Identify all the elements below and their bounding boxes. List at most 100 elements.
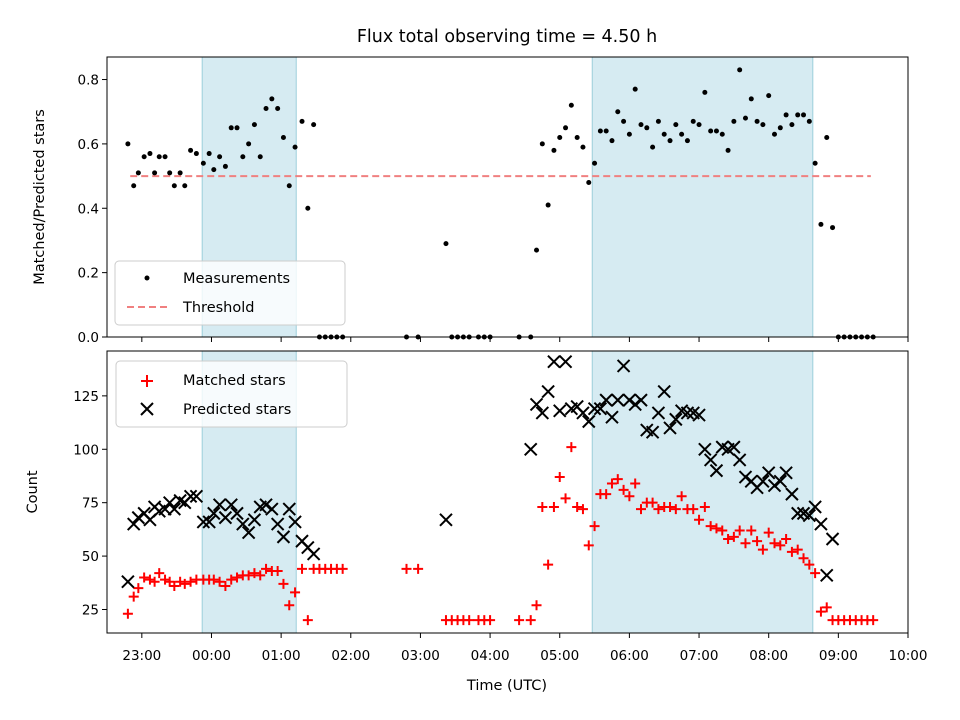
matched-star-point	[763, 527, 774, 538]
measurement-point	[177, 170, 183, 176]
measurement-point	[783, 112, 789, 118]
ratio-y-tick-label: 0.4	[78, 201, 99, 217]
measurement-point	[742, 115, 748, 121]
predicted-star-point	[732, 453, 747, 467]
measurement-point	[156, 154, 162, 160]
measurement-point	[830, 225, 836, 231]
predicted-star-point	[785, 487, 799, 501]
count-y-tick-label: 100	[73, 442, 99, 458]
predicted-star-point	[207, 506, 221, 521]
chart-title: Flux total observing time = 4.50 h	[357, 27, 657, 47]
measurement-point	[275, 105, 281, 111]
threshold-legend-label: Threshold	[182, 300, 254, 316]
matched-star-point	[413, 563, 424, 574]
ratio-plot-frame	[106, 56, 909, 338]
predicted-star-point	[645, 425, 660, 439]
measurement-point	[206, 151, 212, 157]
predicted-star-point	[576, 406, 590, 420]
matched-star-point	[554, 472, 565, 483]
measurement-point	[286, 183, 292, 189]
measurements-legend-marker	[144, 275, 150, 281]
matched-star-point	[786, 546, 797, 557]
measurement-point	[731, 118, 737, 124]
matched-star-point	[243, 570, 254, 581]
x-axis-label: Time (UTC)	[466, 678, 547, 694]
matched-star-point	[179, 578, 190, 589]
measurement-point	[551, 147, 557, 153]
predicted-star-point	[669, 412, 683, 427]
predicted-star-point	[162, 495, 177, 510]
measurement-point	[182, 183, 188, 189]
predicted-star-point	[761, 466, 776, 480]
matched-star-point	[670, 504, 681, 515]
predicted-star-point	[611, 393, 625, 407]
predicted-star-point	[236, 517, 250, 531]
matched-star-point	[606, 478, 617, 489]
measurement-point	[545, 202, 551, 208]
matched-star-point	[740, 538, 751, 549]
predicted-star-point	[167, 502, 182, 516]
matched-stars-legend-marker	[141, 375, 153, 387]
count-y-tick-label: 75	[82, 496, 99, 512]
matched-star-point	[717, 525, 728, 536]
predicted-star-point	[247, 513, 262, 527]
matched-star-point	[618, 484, 629, 495]
matched-star-point	[208, 574, 219, 585]
matched-star-point	[290, 587, 301, 598]
ratio-y-tick-label: 0.8	[78, 73, 99, 89]
measurement-point	[188, 147, 194, 153]
predicted-star-point	[270, 517, 285, 531]
measurement-point	[702, 89, 708, 95]
measurement-point	[246, 141, 252, 147]
count-y-axis-label: Count	[25, 470, 41, 513]
measurement-point	[626, 131, 632, 137]
matched-star-point	[297, 563, 308, 574]
measurement-point	[597, 128, 603, 134]
matched-star-point	[775, 540, 786, 551]
matched-star-point	[589, 521, 600, 532]
predicted-star-point	[582, 414, 596, 429]
measurement-point	[621, 118, 627, 124]
predicted-star-point	[657, 384, 671, 399]
measurement-point	[603, 128, 609, 134]
ratio-axis-ticks: 0.0 0.2 0.4 0.6 0.8	[78, 73, 909, 346]
predicted-star-point	[265, 502, 279, 516]
predicted-star-point	[218, 510, 233, 525]
count-legend-box	[115, 360, 348, 428]
matched-stars-legend-label: Matched stars	[183, 373, 286, 389]
measurement-point	[568, 102, 574, 108]
measurement-point	[211, 167, 217, 173]
matched-star-point	[601, 489, 612, 500]
predicted-star-point	[306, 547, 321, 561]
matched-star-point	[284, 600, 295, 611]
count-axis-ticks: 25 50 75 100 125 23:00 00:00 01:00 02:00 03:00 04:…	[73, 389, 927, 664]
matched-star-point	[149, 576, 160, 587]
predicted-star-point	[593, 401, 608, 416]
count-panel: 25 50 75 100 125 23:00 00:00 01:00 02:00 03:00 04:…	[25, 350, 927, 694]
measurement-point	[534, 247, 540, 253]
predicted-star-point	[241, 525, 256, 540]
measurement-point	[667, 138, 673, 144]
measurement-point	[135, 170, 141, 176]
x-tick-label: 02:00	[331, 648, 370, 664]
measurement-point	[760, 122, 766, 128]
predicted-star-point	[703, 453, 718, 467]
x-tick-label: 06:00	[610, 648, 649, 664]
matched-star-point	[676, 491, 687, 502]
predicted-star-point	[663, 421, 677, 435]
matched-star-point	[261, 563, 272, 574]
ratio-y-tick-label: 0.6	[78, 137, 99, 153]
measurement-point	[679, 131, 685, 137]
measurement-point	[257, 154, 263, 160]
matched-star-point	[160, 574, 171, 585]
predicted-star-point	[202, 515, 216, 529]
measurement-point	[131, 183, 137, 189]
matched-star-point	[699, 501, 710, 512]
matched-star-point	[175, 576, 186, 587]
ratio-legend-box	[114, 260, 346, 326]
matched-star-point	[548, 501, 559, 512]
matched-star-point	[769, 538, 780, 549]
measurement-point	[200, 160, 206, 166]
measurement-point	[557, 134, 563, 140]
count-plot-frame	[106, 350, 909, 634]
